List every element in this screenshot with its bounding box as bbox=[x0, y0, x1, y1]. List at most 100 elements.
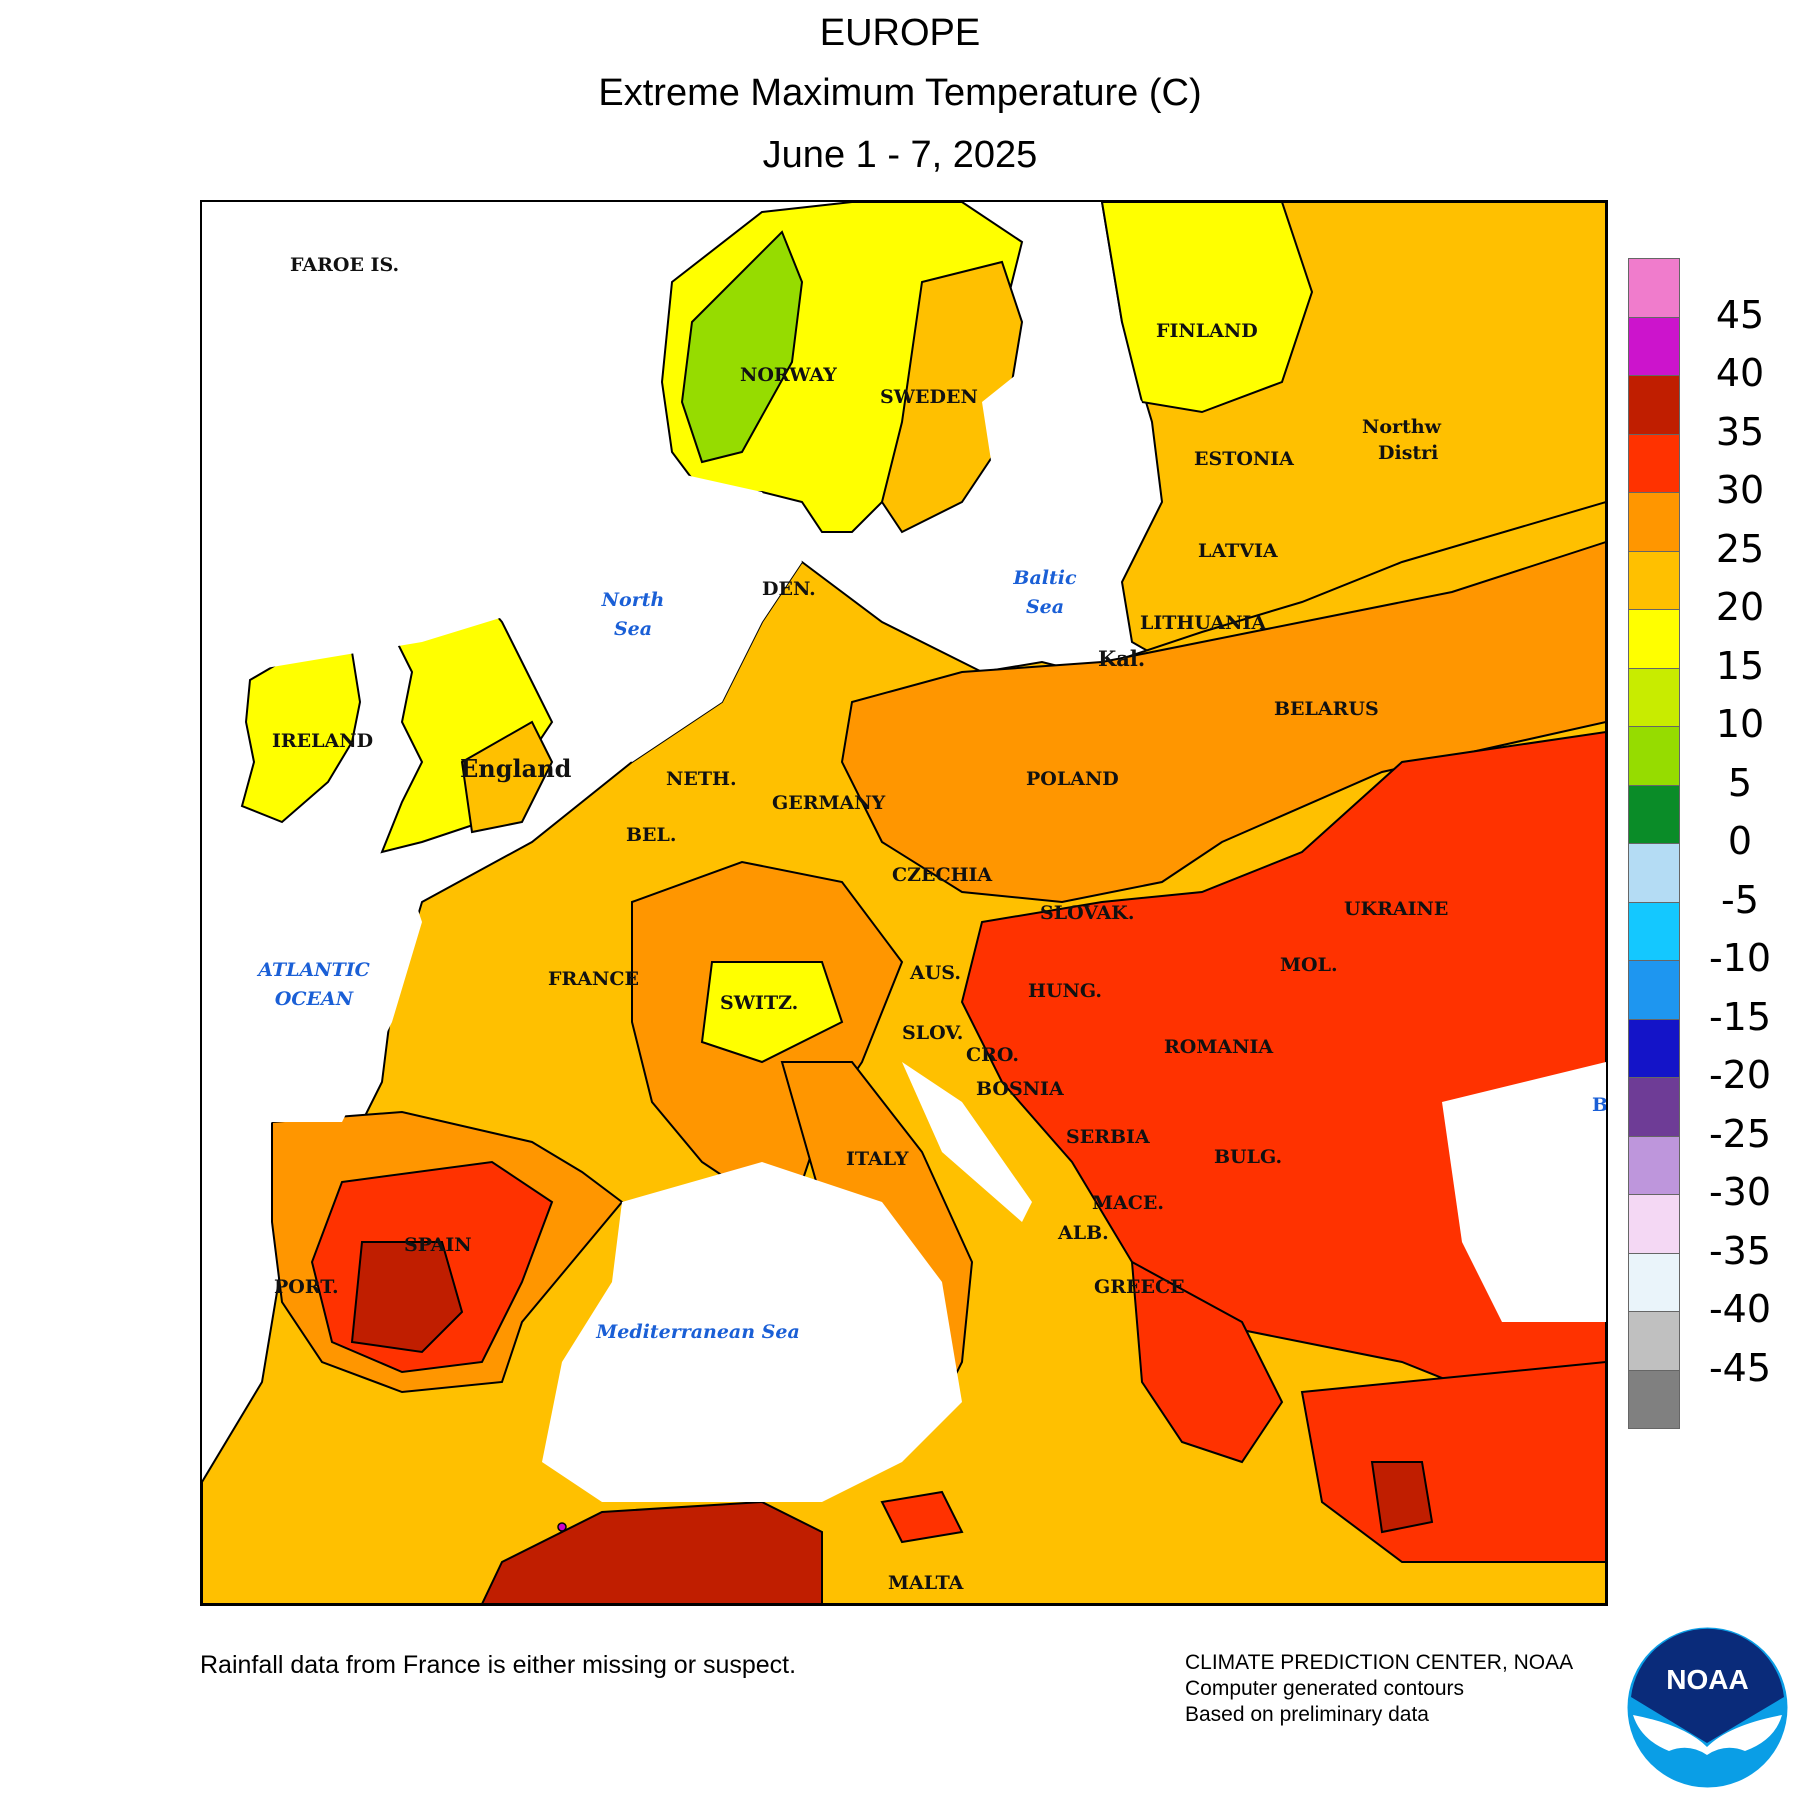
label-hungary: HUNG. bbox=[1028, 980, 1103, 1002]
legend-swatch bbox=[1628, 1018, 1680, 1078]
norwegian-sea-area bbox=[202, 202, 662, 702]
legend-tick-label: -40 bbox=[1708, 1287, 1772, 1331]
label-slovenia: SLOV. bbox=[902, 1022, 964, 1044]
legend-swatch bbox=[1628, 433, 1680, 493]
label-austria: AUS. bbox=[910, 962, 961, 984]
norway-cool-zone bbox=[680, 230, 804, 464]
legend-swatch bbox=[1628, 1369, 1680, 1429]
label-belgium: BEL. bbox=[626, 824, 677, 846]
label-netherlands: NETH. bbox=[666, 768, 737, 790]
atlantic-ocean-area bbox=[202, 822, 422, 1182]
label-district: Distri bbox=[1378, 442, 1439, 464]
label-norway: NORWAY bbox=[740, 364, 837, 386]
southeast-england-warm-zone bbox=[460, 720, 554, 834]
legend-swatch bbox=[1628, 667, 1680, 727]
legend-tick-label: -25 bbox=[1708, 1111, 1772, 1156]
legend-tick-label: -15 bbox=[1708, 994, 1772, 1039]
label-slovakia: SLOVAK. bbox=[1040, 902, 1135, 924]
legend-tick-label: -20 bbox=[1708, 1053, 1772, 1097]
legend-tick-label: -10 bbox=[1708, 936, 1772, 980]
legend-swatch bbox=[1628, 550, 1680, 610]
legend-tick-label: -30 bbox=[1708, 1170, 1772, 1214]
turkey-hot-zone bbox=[1300, 1360, 1606, 1563]
legend-tick-label: 45 bbox=[1715, 292, 1765, 337]
legend-swatch bbox=[1628, 1194, 1680, 1254]
legend-tick-label: -5 bbox=[1721, 877, 1759, 922]
rainfall-note: Rainfall data from France is either miss… bbox=[200, 1651, 797, 1679]
label-north-sea: North Sea bbox=[601, 589, 665, 640]
turkey-extreme-zone bbox=[1370, 1461, 1434, 1534]
label-northwest: Northw bbox=[1362, 416, 1441, 438]
legend-tick-label: 20 bbox=[1715, 585, 1765, 629]
label-finland: FINLAND bbox=[1156, 320, 1258, 342]
label-bosnia: BOSNIA bbox=[976, 1078, 1064, 1100]
legend-swatch bbox=[1628, 1311, 1680, 1371]
label-moldova: MOL. bbox=[1280, 954, 1338, 976]
north-africa-hotspot bbox=[557, 1522, 567, 1532]
noaa-logo-text: NOAA bbox=[1666, 1664, 1748, 1695]
legend-swatch bbox=[1628, 316, 1680, 376]
label-bulgaria: BULG. bbox=[1214, 1146, 1283, 1168]
label-ireland: IRELAND bbox=[272, 730, 374, 752]
legend-tick-label: 15 bbox=[1715, 643, 1765, 688]
north-sea-area bbox=[552, 452, 802, 762]
legend-swatch bbox=[1628, 843, 1680, 903]
label-albania: ALB. bbox=[1058, 1222, 1109, 1244]
label-faroe-islands: FAROE IS. bbox=[290, 254, 400, 276]
label-estonia: ESTONIA bbox=[1194, 448, 1294, 470]
map-title: EUROPE bbox=[819, 12, 981, 54]
label-baltic-sea: Baltic Sea bbox=[1013, 567, 1077, 618]
label-belarus: BELARUS bbox=[1274, 698, 1379, 720]
credit-line-agency: CLIMATE PREDICTION CENTER, NOAA bbox=[1185, 1651, 1574, 1674]
sweden-warm-zone bbox=[880, 260, 1024, 534]
map-period: June 1 - 7, 2025 bbox=[762, 134, 1038, 176]
temperature-map: FAROE IS. NORWAY SWEDEN FINLAND ESTONIA … bbox=[200, 200, 1608, 1606]
label-england: England bbox=[460, 754, 572, 783]
legend-tick-label: -45 bbox=[1708, 1345, 1772, 1390]
label-switzerland: SWITZ. bbox=[720, 992, 799, 1014]
label-atlantic-ocean: ATLANTIC OCEAN bbox=[258, 959, 370, 1010]
legend-swatch bbox=[1628, 726, 1680, 786]
legend-swatch bbox=[1628, 784, 1680, 844]
label-greece: GREECE bbox=[1094, 1276, 1185, 1298]
baltic-sea-area bbox=[982, 322, 1142, 652]
label-denmark: DEN. bbox=[762, 578, 816, 600]
label-italy: ITALY bbox=[846, 1148, 909, 1170]
legend-tick-label: 40 bbox=[1715, 351, 1765, 395]
label-macedonia: MACE. bbox=[1092, 1192, 1164, 1214]
label-germany: GERMANY bbox=[772, 792, 886, 814]
label-serbia: SERBIA bbox=[1066, 1126, 1150, 1148]
label-malta: MALTA bbox=[888, 1572, 964, 1594]
label-spain: SPAIN bbox=[404, 1234, 472, 1256]
poland-belarus-warm-zone bbox=[840, 540, 1606, 904]
label-portugal: PORT. bbox=[274, 1276, 339, 1298]
legend-tick-label: 25 bbox=[1715, 526, 1765, 571]
noaa-logo: NOAA bbox=[1627, 1627, 1788, 1788]
credit-line-preliminary: Based on preliminary data bbox=[1185, 1703, 1429, 1726]
legend-tick-label: 30 bbox=[1715, 468, 1765, 512]
legend-tick-label: 5 bbox=[1727, 760, 1753, 805]
legend-swatch bbox=[1628, 1077, 1680, 1137]
label-black-sea-fragment: B bbox=[1592, 1094, 1608, 1116]
label-romania: ROMANIA bbox=[1164, 1036, 1274, 1058]
label-sweden: SWEDEN bbox=[880, 386, 978, 408]
label-ukraine: UKRAINE bbox=[1344, 898, 1449, 920]
legend-tick-label: -35 bbox=[1708, 1228, 1772, 1273]
mediterranean-sea-area bbox=[542, 1162, 962, 1502]
legend-swatch bbox=[1628, 1252, 1680, 1312]
sicily bbox=[880, 1490, 964, 1544]
label-lithuania: LITHUANIA bbox=[1140, 612, 1267, 634]
legend-tick-label: 0 bbox=[1727, 819, 1753, 863]
label-latvia: LATVIA bbox=[1198, 540, 1278, 562]
legend-swatch bbox=[1628, 609, 1680, 669]
label-poland: POLAND bbox=[1026, 768, 1119, 790]
legend-swatch bbox=[1628, 901, 1680, 961]
legend-swatch bbox=[1628, 375, 1680, 435]
label-mediterranean-sea: Mediterranean Sea bbox=[596, 1321, 800, 1343]
alps-cool-zone bbox=[700, 961, 844, 1064]
label-czechia: CZECHIA bbox=[892, 864, 993, 886]
black-sea-area bbox=[1442, 1062, 1606, 1322]
label-france: FRANCE bbox=[548, 968, 639, 990]
label-kaliningrad: Kal. bbox=[1098, 646, 1146, 671]
adriatic-sea-area bbox=[902, 1062, 1032, 1222]
